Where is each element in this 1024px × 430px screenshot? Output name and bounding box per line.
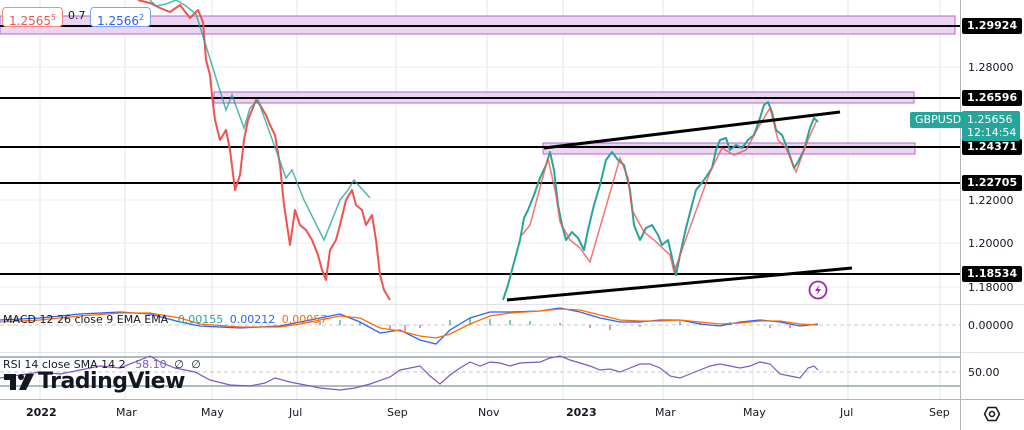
level-tag-1-22705[interactable]: 1.22705 bbox=[962, 175, 1023, 191]
time-tick: 2022 bbox=[26, 406, 57, 419]
price-candles bbox=[137, 0, 819, 301]
gear-icon[interactable] bbox=[983, 405, 1001, 423]
time-tick: Sep bbox=[387, 406, 408, 419]
time-tick: Jul bbox=[289, 406, 303, 419]
horizontal-gridlines bbox=[0, 66, 960, 288]
time-tick: May bbox=[201, 406, 224, 419]
trendlines[interactable] bbox=[506, 110, 853, 302]
rsi-value: 58.10 bbox=[135, 358, 167, 371]
time-tick: Mar bbox=[116, 406, 137, 419]
rsi-pane bbox=[0, 355, 960, 391]
bar-countdown: 12:14:54 bbox=[967, 126, 1017, 139]
rsi-ma-value: ∅ bbox=[174, 358, 184, 371]
current-price: 1.25656 bbox=[967, 113, 1013, 126]
sell-price-pipette: 5 bbox=[51, 13, 57, 22]
time-tick: Sep bbox=[929, 406, 950, 419]
rsi-title: RSI 14 close SMA 14 2 bbox=[3, 358, 126, 371]
rsi-extra-value: ∅ bbox=[191, 358, 201, 371]
level-tag-1-18534[interactable]: 1.18534 bbox=[962, 266, 1023, 282]
price-tick: 1.18000 bbox=[968, 281, 1014, 294]
buy-price-pipette: 2 bbox=[139, 13, 145, 22]
macd-line-value: 0.00212 bbox=[229, 313, 276, 326]
buy-price: 1.2566 bbox=[97, 14, 139, 28]
rsi-axis-tick: 50.00 bbox=[968, 366, 1000, 379]
sell-price: 1.2565 bbox=[9, 14, 51, 28]
time-tick: 2023 bbox=[566, 406, 597, 419]
macd-histogram-value: 0.00155 bbox=[177, 313, 224, 326]
current-price-tag: 1.25656 12:14:54 bbox=[962, 111, 1020, 141]
rsi-legend[interactable]: RSI 14 close SMA 14 2 58.10 ∅ ∅ bbox=[3, 358, 201, 371]
level-tag-1-26596[interactable]: 1.26596 bbox=[962, 90, 1023, 106]
level-tag-1-29924[interactable]: 1.29924 bbox=[962, 18, 1023, 34]
buy-price-button[interactable]: 1.25662 bbox=[90, 7, 152, 28]
sell-price-button[interactable]: 1.25655 bbox=[2, 7, 64, 28]
macd-axis-tick: 0.00000 bbox=[968, 319, 1014, 332]
spread-value: 0.7 bbox=[68, 9, 86, 22]
price-tick: 1.22000 bbox=[968, 194, 1014, 207]
time-tick: Jul bbox=[840, 406, 854, 419]
time-tick: May bbox=[743, 406, 766, 419]
tradingview-logo-icon bbox=[4, 373, 34, 390]
symbol-label: GBPUSD bbox=[910, 112, 967, 128]
price-tick: 1.28000 bbox=[968, 61, 1014, 74]
macd-signal-value: 0.00057 bbox=[281, 313, 328, 326]
macd-legend[interactable]: MACD 12 26 close 9 EMA EMA 0.00155 0.002… bbox=[3, 313, 327, 326]
tradingview-logo[interactable]: TradingView bbox=[4, 369, 185, 394]
macd-title: MACD 12 26 close 9 EMA EMA bbox=[3, 313, 169, 326]
time-tick: Nov bbox=[478, 406, 500, 419]
macd-pane bbox=[0, 307, 960, 345]
horizontal-levels[interactable] bbox=[0, 25, 960, 275]
level-tag-1-24371[interactable]: 1.24371 bbox=[962, 139, 1023, 155]
price-tick: 1.20000 bbox=[968, 237, 1014, 250]
tradingview-logo-text: TradingView bbox=[38, 369, 185, 394]
time-tick: Mar bbox=[655, 406, 676, 419]
lightning-icon[interactable] bbox=[808, 280, 828, 300]
